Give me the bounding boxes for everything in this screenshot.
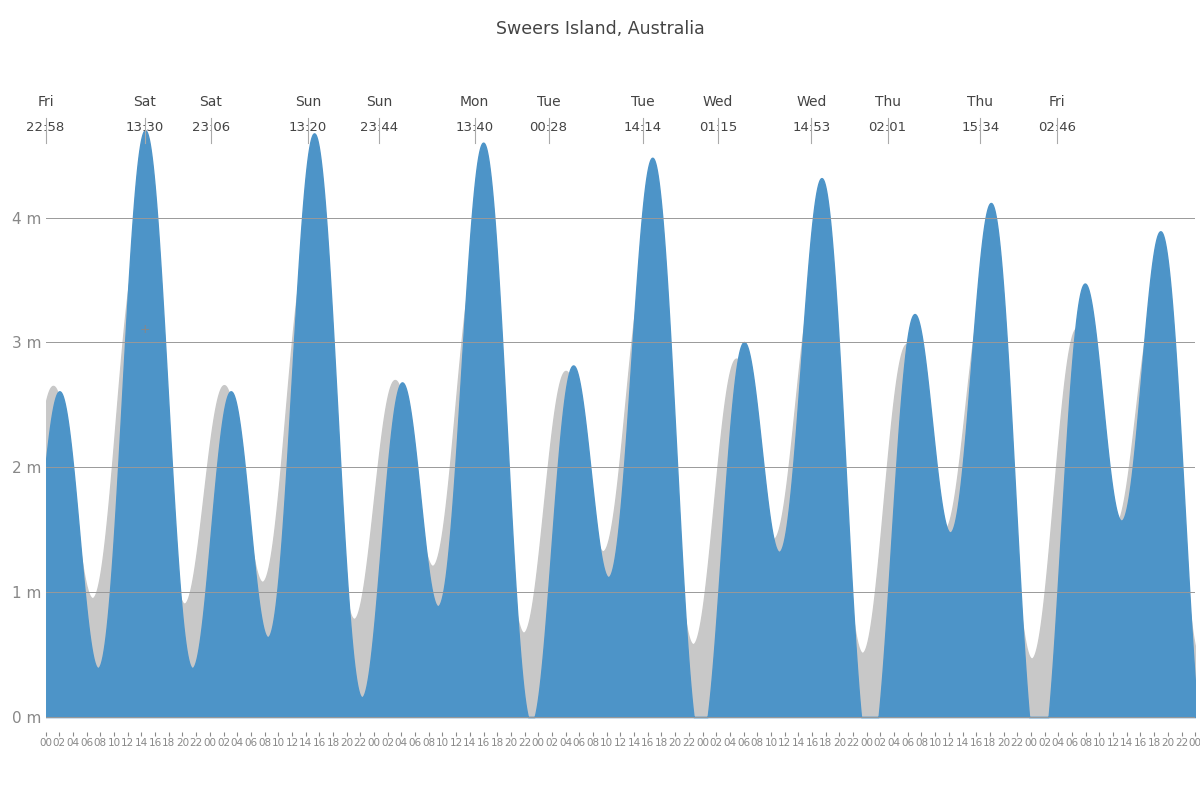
Text: Wed: Wed: [703, 95, 733, 109]
Text: Fri: Fri: [1049, 95, 1066, 109]
Text: 22:58: 22:58: [26, 121, 65, 134]
Text: Sat: Sat: [199, 95, 222, 109]
Text: Thu: Thu: [967, 95, 994, 109]
Text: 01:15: 01:15: [700, 121, 737, 134]
Text: 13:40: 13:40: [456, 121, 493, 134]
Text: Sat: Sat: [133, 95, 156, 109]
Text: 23:06: 23:06: [192, 121, 230, 134]
Text: 14:14: 14:14: [624, 121, 662, 134]
Text: Thu: Thu: [875, 95, 901, 109]
Text: Tue: Tue: [631, 95, 654, 109]
Text: Fri: Fri: [37, 95, 54, 109]
Text: 13:30: 13:30: [126, 121, 164, 134]
Text: 14:53: 14:53: [792, 121, 830, 134]
Text: Sweers Island, Australia: Sweers Island, Australia: [496, 20, 704, 38]
Text: 15:34: 15:34: [961, 121, 1000, 134]
Text: Sun: Sun: [366, 95, 392, 109]
Text: Sun: Sun: [295, 95, 322, 109]
Text: Mon: Mon: [460, 95, 490, 109]
Text: 13:20: 13:20: [289, 121, 328, 134]
Text: Wed: Wed: [797, 95, 827, 109]
Text: 02:46: 02:46: [1038, 121, 1076, 134]
Text: Tue: Tue: [536, 95, 560, 109]
Text: +: +: [139, 323, 150, 336]
Text: 02:01: 02:01: [869, 121, 907, 134]
Text: 23:44: 23:44: [360, 121, 398, 134]
Text: 00:28: 00:28: [529, 121, 568, 134]
